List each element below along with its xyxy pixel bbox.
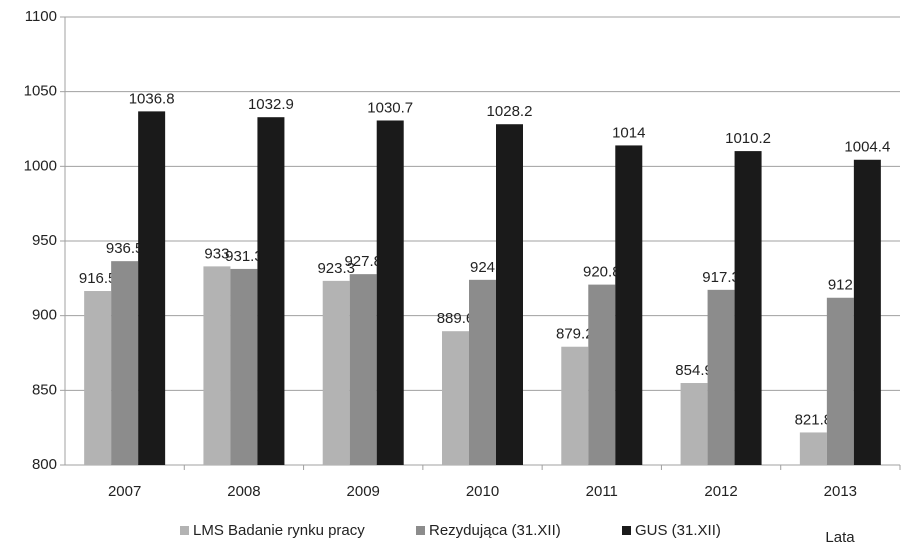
- data-label: 889.6: [437, 310, 475, 327]
- legend-swatch: [416, 526, 425, 535]
- data-label: 936.5: [106, 240, 144, 257]
- data-label: 1032.9: [248, 96, 294, 113]
- bar: [734, 151, 762, 466]
- y-tick-label: 1000: [24, 157, 57, 174]
- data-label: 1028.2: [487, 103, 533, 120]
- data-label: 912: [828, 277, 853, 294]
- x-tick-label: 2012: [704, 483, 737, 500]
- data-label: 854.9: [675, 362, 713, 379]
- bar: [322, 280, 350, 465]
- bar: [561, 346, 589, 465]
- data-label: 924: [470, 259, 495, 276]
- legend-label: GUS (31.XII): [635, 522, 721, 539]
- bar: [799, 432, 827, 465]
- data-label: 916.5: [79, 270, 117, 287]
- bar: [257, 117, 285, 465]
- data-label: 879.2: [556, 326, 594, 343]
- x-tick-label: 2008: [227, 483, 260, 500]
- bar: [707, 289, 735, 465]
- bar: [588, 284, 616, 465]
- data-label: 931.3: [225, 248, 263, 265]
- bar: [138, 111, 166, 466]
- bar: [615, 145, 643, 465]
- x-tick-label: 2013: [824, 483, 857, 500]
- data-label: 917.3: [702, 269, 740, 286]
- legend-swatch: [622, 526, 631, 535]
- x-tick-label: 2011: [586, 483, 618, 500]
- bar: [376, 120, 404, 465]
- bar: [349, 274, 377, 465]
- bar: [111, 261, 139, 465]
- x-axis-label: Lata: [825, 529, 855, 545]
- bar: [853, 159, 881, 465]
- bar: [469, 279, 496, 465]
- legend-label: Rezydująca (31.XII): [429, 522, 561, 539]
- data-label: 920.8: [583, 264, 621, 281]
- bar: [496, 124, 523, 465]
- bar: [680, 383, 708, 465]
- data-label: 923.3: [317, 260, 355, 277]
- data-label: 933: [204, 245, 229, 262]
- y-tick-label: 850: [32, 381, 57, 398]
- data-label: 821.8: [795, 411, 833, 428]
- x-tick-label: 2007: [108, 483, 141, 500]
- y-tick-label: 1100: [25, 8, 57, 25]
- x-tick-label: 2010: [466, 483, 499, 500]
- x-tick-label: 2009: [347, 483, 380, 500]
- y-tick-label: 1050: [24, 83, 57, 100]
- y-tick-label: 900: [32, 307, 57, 324]
- data-label: 1030.7: [367, 99, 413, 116]
- data-label: 1036.8: [129, 90, 175, 107]
- legend-swatch: [180, 526, 189, 535]
- y-tick-label: 950: [32, 232, 57, 249]
- y-tick-label: 800: [32, 456, 57, 473]
- data-label: 1010.2: [725, 130, 771, 147]
- bar: [442, 331, 469, 465]
- bar: [203, 266, 231, 465]
- bar: [84, 291, 112, 465]
- legend-label: LMS Badanie rynku pracy: [193, 522, 365, 539]
- bar: [230, 268, 258, 465]
- data-label: 1004.4: [844, 139, 890, 156]
- data-label: 1014: [612, 124, 645, 141]
- data-label: 927.8: [344, 253, 382, 270]
- bar: [826, 297, 854, 465]
